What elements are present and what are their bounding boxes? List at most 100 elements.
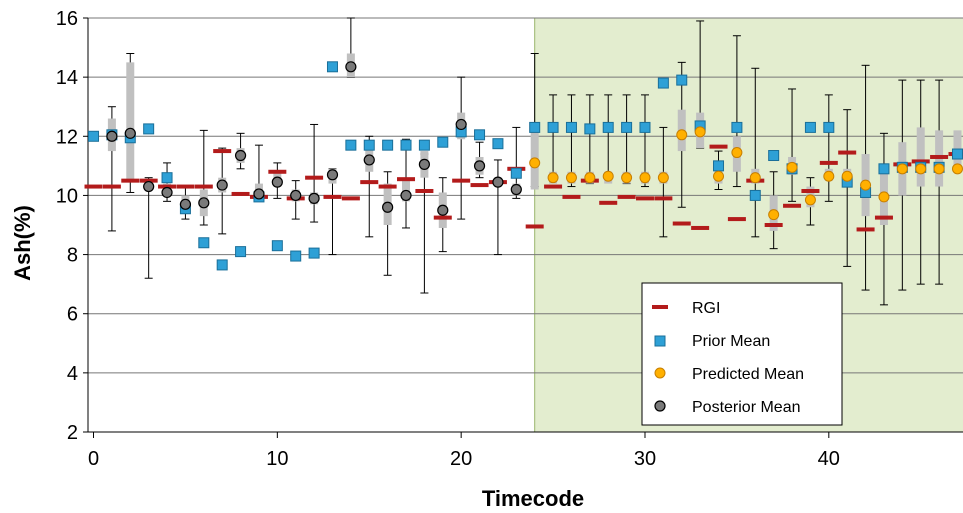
posterior-mean-marker: [143, 180, 155, 193]
legend-entry-rgi: RGI: [652, 300, 720, 317]
posterior-mean-marker: [253, 188, 265, 200]
rgi-marker: [672, 221, 691, 226]
rgi-marker: [194, 184, 213, 189]
prior-mean-marker: [878, 163, 890, 175]
prior-mean-marker: [492, 138, 504, 150]
predicted-mean-marker: [713, 170, 725, 182]
predicted-mean-marker: [804, 194, 816, 206]
posterior-legend-marker: [654, 400, 666, 412]
rgi-marker: [783, 203, 802, 208]
predicted-mean-marker: [676, 129, 688, 141]
legend: RGI Prior Mean Predicted Mean Posterior …: [641, 282, 843, 426]
predicted-mean-marker: [694, 126, 706, 138]
y-tick-label: 12: [56, 126, 78, 148]
predicted-mean-marker: [529, 157, 541, 169]
y-axis-title: Ash(%): [10, 205, 35, 281]
y-tick-label: 6: [67, 304, 78, 326]
posterior-mean-marker: [308, 192, 320, 204]
predicted-mean-marker: [768, 209, 780, 221]
rgi-marker: [84, 184, 103, 189]
legend-entry-prior-mean: Prior Mean: [654, 333, 770, 350]
predicted-mean-marker: [915, 163, 927, 175]
prior-mean-marker: [382, 139, 394, 151]
prior-mean-marker: [749, 189, 761, 201]
posterior-mean-marker: [382, 201, 394, 213]
rgi-legend-marker: [652, 305, 668, 309]
interval-box: [953, 130, 962, 166]
rgi-marker: [397, 177, 416, 182]
interval-box: [126, 62, 135, 181]
x-tick-label: 20: [450, 448, 472, 470]
prior-mean-marker: [88, 130, 100, 142]
prior-mean-marker: [271, 240, 283, 252]
prior-mean-marker: [290, 250, 302, 262]
predicted-mean-marker: [951, 163, 963, 175]
predicted-mean-marker: [657, 172, 669, 184]
posterior-mean-marker: [345, 61, 357, 73]
prior-mean-marker: [235, 246, 247, 258]
rgi-marker: [231, 191, 250, 196]
y-tick-label: 14: [56, 67, 78, 89]
predicted-mean-marker: [749, 172, 761, 184]
prior-mean-marker: [326, 61, 338, 73]
legend-label-predicted-mean: Predicted Mean: [692, 366, 804, 383]
rgi-marker: [470, 183, 489, 188]
rgi-marker: [691, 225, 710, 230]
rgi-marker: [617, 194, 636, 199]
legend-entry-posterior-mean: Posterior Mean: [654, 399, 801, 416]
legend-label-rgi: RGI: [692, 300, 720, 317]
predicted-mean-marker: [786, 161, 798, 173]
predicted-mean-marker: [731, 147, 743, 159]
prior-mean-marker: [657, 77, 669, 89]
posterior-mean-marker: [271, 176, 283, 188]
rgi-marker: [433, 215, 452, 220]
posterior-mean-marker: [290, 189, 302, 202]
rgi-marker: [819, 160, 838, 165]
rgi-marker: [268, 169, 287, 174]
posterior-mean-marker: [473, 160, 486, 172]
posterior-mean-marker: [492, 176, 504, 188]
predicted-mean-marker: [860, 179, 872, 191]
rgi-marker: [856, 227, 875, 232]
prior-mean-marker: [400, 139, 412, 151]
posterior-mean-marker: [363, 154, 375, 166]
legend-entry-predicted-mean: Predicted Mean: [654, 366, 804, 383]
predicted-mean-marker: [823, 170, 835, 182]
posterior-mean-marker: [161, 186, 173, 199]
rgi-marker: [709, 144, 728, 149]
prior-mean-marker: [198, 237, 210, 249]
rgi-marker: [360, 180, 379, 185]
prior-mean-marker: [621, 121, 633, 133]
prior-mean-marker: [584, 123, 596, 135]
y-axis: 2 4 6 8 10 12 14 16: [56, 8, 89, 444]
prior-mean-marker: [437, 136, 449, 148]
prior-mean-marker: [713, 160, 725, 172]
y-tick-label: 2: [67, 422, 78, 444]
rgi-marker: [323, 194, 342, 199]
rgi-marker: [930, 154, 949, 159]
predicted-mean-marker: [565, 172, 577, 184]
y-tick-label: 16: [56, 8, 78, 30]
rgi-marker: [635, 196, 654, 201]
predicted-mean-marker: [584, 172, 596, 184]
x-axis: 0 10 20 30 40: [88, 431, 963, 470]
prior-legend-marker: [654, 335, 666, 347]
predicted-mean-marker: [547, 172, 559, 184]
legend-label-posterior-mean: Posterior Mean: [692, 399, 801, 416]
x-tick-label: 10: [266, 448, 288, 470]
rgi-marker: [911, 159, 930, 164]
rgi-marker: [121, 178, 140, 183]
posterior-mean-marker: [437, 204, 449, 216]
prior-mean-marker: [510, 167, 522, 179]
rgi-marker: [102, 184, 121, 189]
posterior-mean-marker: [400, 189, 412, 202]
predicted-mean-marker: [896, 163, 908, 175]
rgi-marker: [176, 184, 195, 189]
posterior-mean-marker: [216, 179, 228, 191]
posterior-mean-marker: [106, 130, 118, 142]
legend-label-prior-mean: Prior Mean: [692, 333, 770, 350]
predicted-mean-marker: [639, 172, 651, 184]
rgi-marker: [305, 175, 324, 180]
rgi-marker: [838, 150, 857, 155]
prior-mean-marker: [823, 121, 835, 133]
